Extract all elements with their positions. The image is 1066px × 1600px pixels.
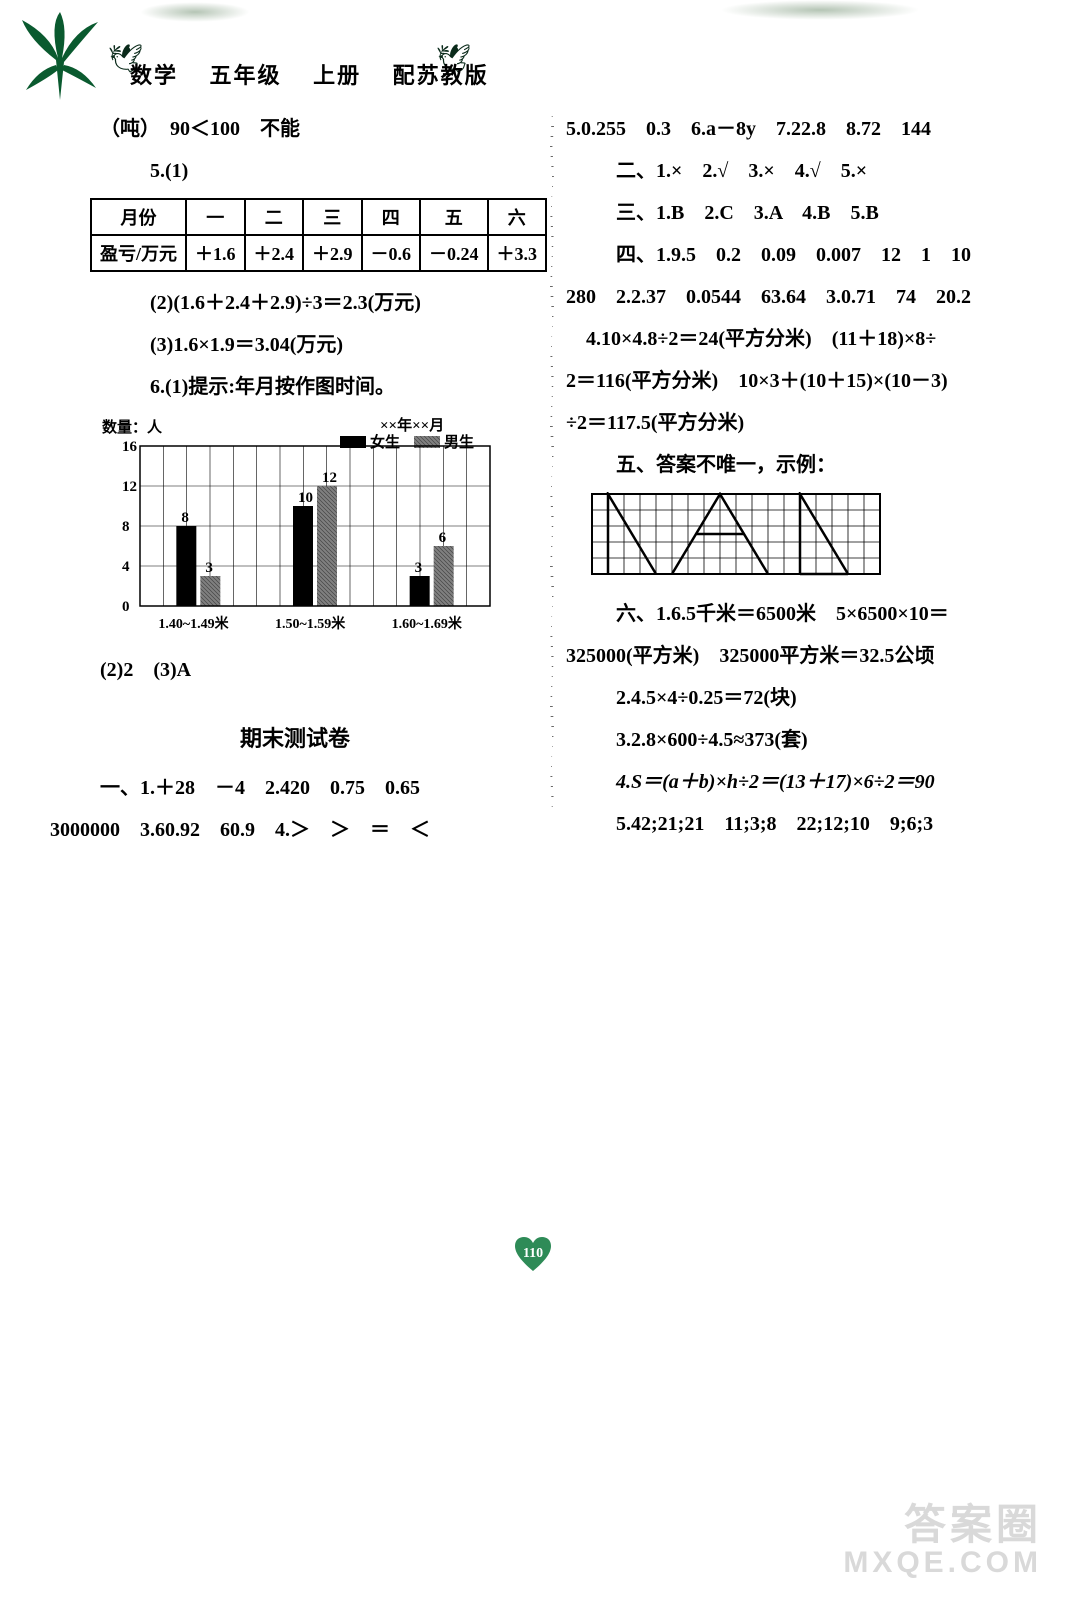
left-column: （吨） 90＜100 不能 5.(1) 月份 一 二 三 四 五 六 盈亏/万元…: [0, 108, 550, 851]
edition: 配苏教版: [393, 63, 489, 88]
heart-icon: 110: [513, 1235, 553, 1275]
text-line: 二、1.× 2.√ 3.× 4.√ 5.×: [566, 150, 1046, 192]
table-cell: ＋2.9: [303, 235, 362, 271]
table-header: 六: [488, 199, 547, 235]
smudge-decor: [140, 2, 250, 22]
grid-figure: [590, 492, 1046, 581]
svg-text:4: 4: [122, 559, 130, 575]
text-line: ÷2＝117.5(平方分米): [566, 402, 1046, 444]
table-header: 四: [362, 199, 421, 235]
text-line: (2)(1.6＋2.4＋2.9)÷3＝2.3(万元): [50, 282, 540, 324]
subject: 数学: [130, 63, 178, 88]
text-line: 325000(平方米) 325000平方米＝32.5公顷: [566, 635, 1046, 677]
text-line: 3000000 3.60.92 60.9 4.＞ ＞ ＝ ＜: [50, 809, 540, 851]
text-line: （吨） 90＜100 不能: [50, 108, 540, 150]
smudge-decor: [720, 0, 920, 20]
bar-chart: 数量：人 ××年××月女生 男生 0 4 8 12 16 8 3 1.40~1.49米 10 12 1.5…: [100, 416, 540, 641]
watermark-line1: 答案圈: [843, 1491, 1042, 1552]
text-line: 六、1.6.5千米＝6500米 5×6500×10＝: [566, 593, 1046, 635]
svg-text:6: 6: [439, 530, 447, 546]
page-number: 110: [523, 1246, 543, 1262]
table-cell: －0.6: [362, 235, 421, 271]
page-header: 数学 五年级 上册 配苏教版: [130, 58, 489, 90]
profit-loss-table: 月份 一 二 三 四 五 六 盈亏/万元 ＋1.6 ＋2.4 ＋2.9 －0.6…: [90, 198, 547, 272]
text-line: 2.4.5×4÷0.25＝72(块): [566, 677, 1046, 719]
palm-leaf-icon: [20, 10, 100, 100]
text-line: 5.0.255 0.3 6.a－8y 7.22.8 8.72 144: [566, 108, 1046, 150]
text-line: 四、1.9.5 0.2 0.09 0.007 12 1 10: [566, 234, 1046, 276]
text-line: 2＝116(平方分米) 10×3＋(10＋15)×(10－3): [566, 360, 1046, 402]
text-line: 6.(1)提示:年月按作图时间。: [50, 366, 540, 408]
table-cell: ＋3.3: [488, 235, 547, 271]
text-line: (3)1.6×1.9＝3.04(万元): [50, 324, 540, 366]
text-line: 5.(1): [50, 150, 540, 192]
text-line: 4.10×4.8÷2＝24(平方分米) (11＋18)×8÷: [566, 318, 1046, 360]
table-header: 五: [420, 199, 488, 235]
text-line: 4.S＝(a＋b)×h÷2＝(13＋17)×6÷2＝90: [566, 761, 1046, 803]
svg-text:8: 8: [122, 519, 130, 535]
svg-text:1.50~1.59米: 1.50~1.59米: [275, 615, 346, 632]
svg-text:12: 12: [122, 479, 137, 495]
volume: 上册: [313, 63, 361, 88]
table-row: 月份 一 二 三 四 五 六: [91, 199, 546, 235]
text-line: 三、1.B 2.C 3.A 4.B 5.B: [566, 192, 1046, 234]
watermark: 答案圈 MXQE.COM: [843, 1491, 1042, 1580]
svg-text:10: 10: [298, 490, 313, 506]
text-line: (2)2 (3)A: [50, 649, 540, 691]
table-header: 二: [245, 199, 304, 235]
table-cell: －0.24: [420, 235, 488, 271]
table-header: 三: [303, 199, 362, 235]
watermark-line2: MXQE.COM: [843, 1546, 1042, 1580]
svg-text:8: 8: [181, 510, 189, 526]
svg-text:3: 3: [415, 560, 423, 576]
table-header: 一: [186, 199, 245, 235]
table-row: 盈亏/万元 ＋1.6 ＋2.4 ＋2.9 －0.6 －0.24 ＋3.3: [91, 235, 546, 271]
table-header: 月份: [91, 199, 186, 235]
svg-text:数量：人: 数量：人: [102, 418, 163, 436]
text-line: 3.2.8×600÷4.5≈373(套): [566, 719, 1046, 761]
svg-text:男生: 男生: [444, 433, 474, 451]
svg-text:女生: 女生: [370, 433, 400, 451]
text-line: 5.42;21;21 11;3;8 22;12;10 9;6;3: [566, 803, 1046, 845]
text-line: 280 2.2.37 0.0544 63.64 3.0.71 74 20.2: [566, 276, 1046, 318]
content-columns: （吨） 90＜100 不能 5.(1) 月份 一 二 三 四 五 六 盈亏/万元…: [0, 108, 1066, 851]
grade: 五年级: [210, 63, 282, 88]
text-line: 五、答案不唯一，示例：: [566, 444, 1046, 486]
section-title: 期末测试卷: [50, 721, 540, 753]
svg-text:1.60~1.69米: 1.60~1.69米: [392, 615, 463, 632]
right-column: 5.0.255 0.3 6.a－8y 7.22.8 8.72 144 二、1.×…: [554, 108, 1066, 851]
svg-text:××年××月: ××年××月: [380, 416, 444, 434]
footer-page-number: 110: [513, 1235, 553, 1280]
svg-text:12: 12: [322, 470, 337, 486]
table-cell: 盈亏/万元: [91, 235, 186, 271]
svg-text:16: 16: [122, 439, 138, 455]
svg-text:3: 3: [205, 560, 213, 576]
svg-text:0: 0: [122, 599, 130, 615]
table-cell: ＋1.6: [186, 235, 245, 271]
svg-text:1.40~1.49米: 1.40~1.49米: [158, 615, 229, 632]
table-cell: ＋2.4: [245, 235, 304, 271]
text-line: 一、1.＋28 －4 2.420 0.75 0.65: [50, 767, 540, 809]
